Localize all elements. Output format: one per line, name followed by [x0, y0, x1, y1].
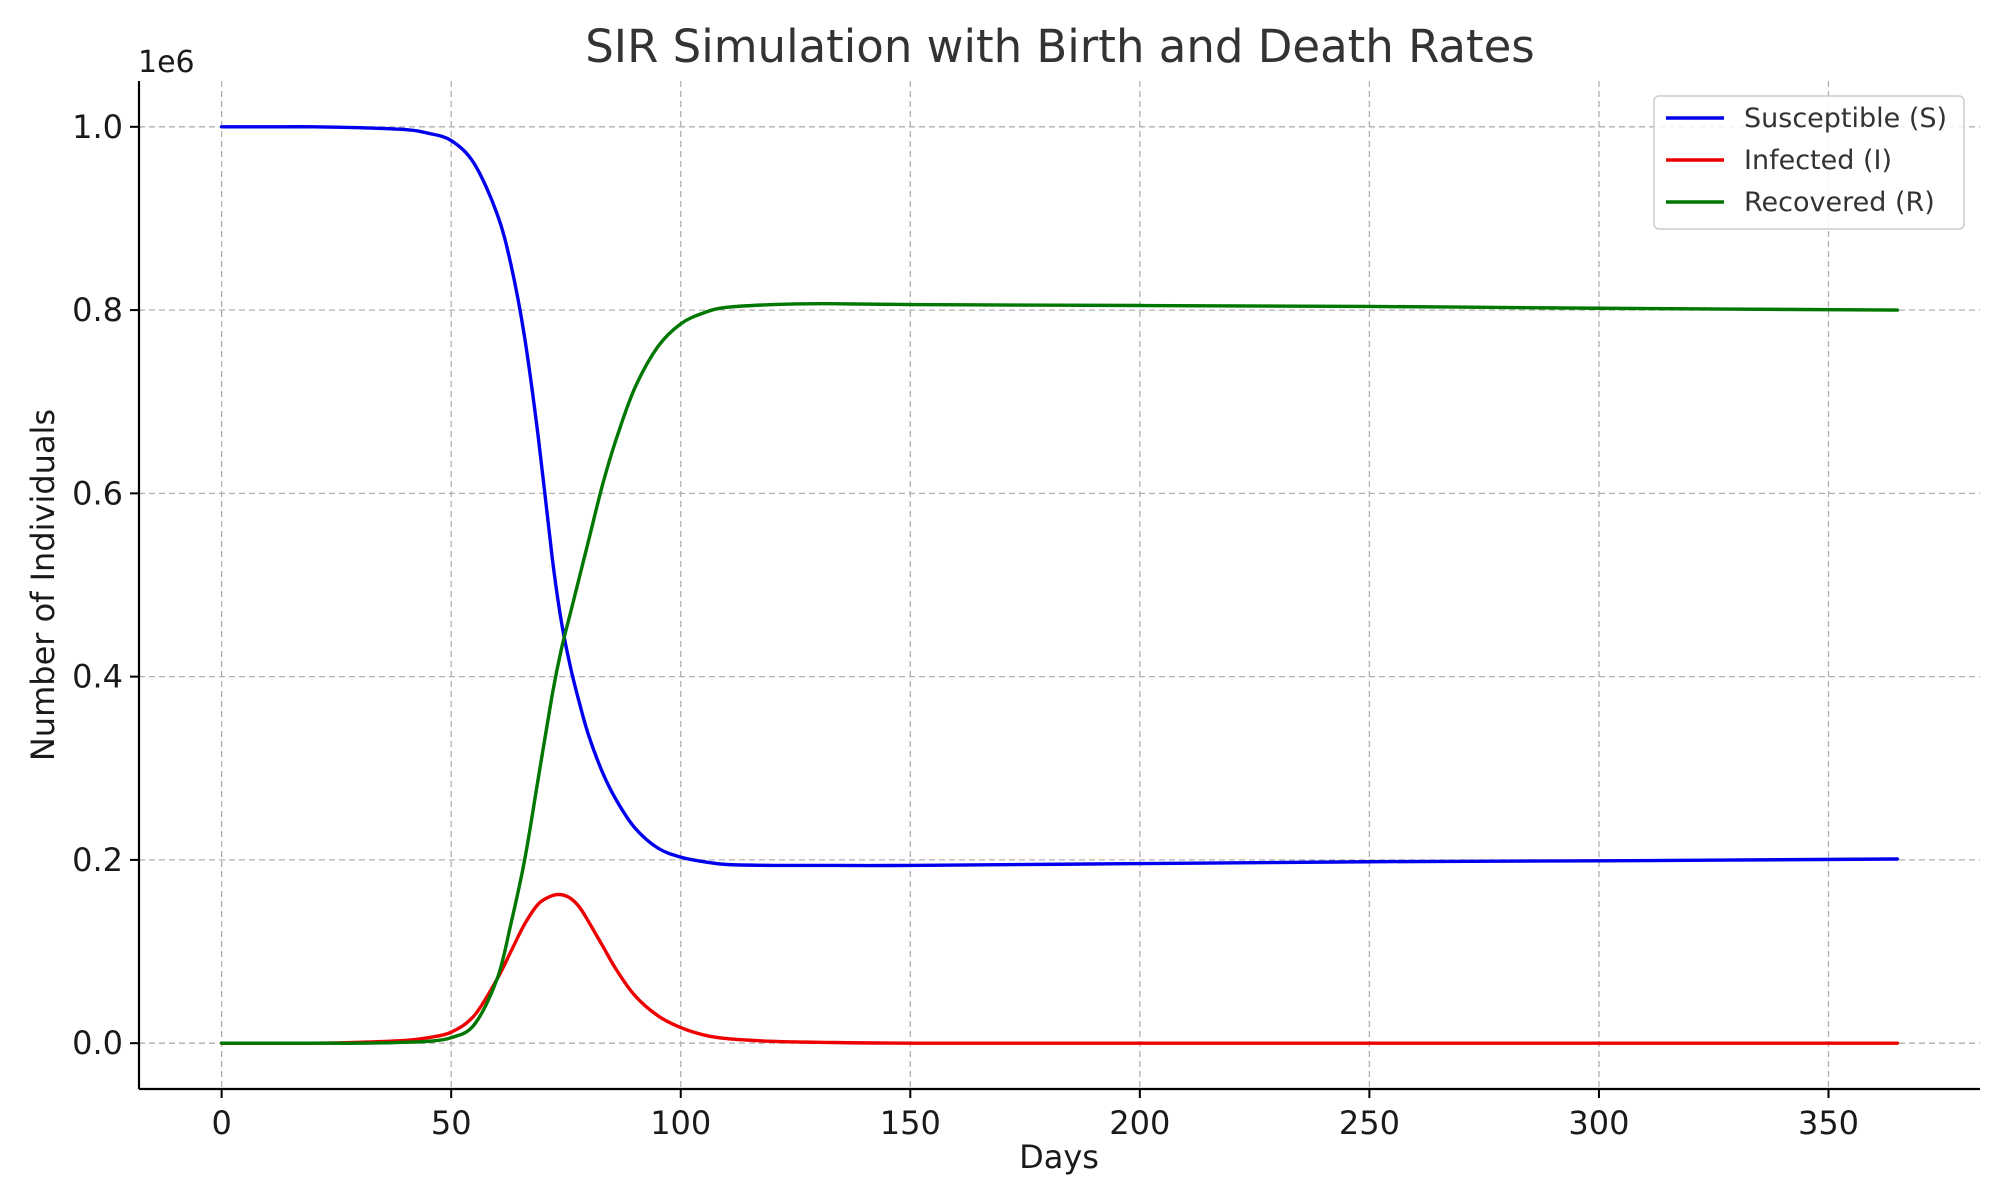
y-offset-label: 1e6	[138, 45, 195, 80]
y-axis-label: Number of Individuals	[24, 409, 62, 761]
y-tick-label: 0.2	[72, 841, 123, 879]
y-tick-label: 0.4	[72, 658, 123, 696]
series-line-infected-i	[219, 892, 1900, 1045]
x-tick-label: 350	[1798, 1104, 1859, 1142]
y-tick-label: 0.8	[72, 291, 123, 329]
x-tick-label: 0	[211, 1104, 231, 1142]
y-tick-label: 0.0	[72, 1024, 123, 1062]
legend-items: Susceptible (S) Infected (I) Recovered (R)	[1666, 103, 1947, 218]
tick-layer: 0 50 100 150 200 250 300 350 0.0 0.2 0.4 0.6 0.8 1.0	[72, 108, 1859, 1142]
grid-layer	[139, 81, 1980, 1089]
x-tick-label: 50	[431, 1104, 472, 1142]
x-tick-label: 150	[880, 1104, 941, 1142]
series-line-susceptible-s	[219, 125, 1900, 868]
legend-label-susceptible-s: Susceptible (S)	[1744, 103, 1947, 134]
legend-label-infected-i: Infected (I)	[1744, 145, 1892, 176]
y-tick-label: 0.6	[72, 474, 123, 512]
x-tick-label: 200	[1109, 1104, 1170, 1142]
y-tick-label: 1.0	[72, 108, 123, 146]
series-layer	[219, 125, 1900, 1045]
x-tick-label: 100	[650, 1104, 711, 1142]
series-line-recovered-r	[219, 301, 1900, 1045]
x-tick-label: 300	[1568, 1104, 1629, 1142]
chart-title: SIR Simulation with Birth and Death Rate…	[585, 20, 1535, 73]
legend-label-recovered-r: Recovered (R)	[1744, 187, 1935, 218]
legend-frame	[1653, 95, 1965, 230]
legend: Susceptible (S) Infected (I) Recovered (R)	[1653, 95, 1965, 230]
x-tick-label: 250	[1339, 1104, 1400, 1142]
x-axis-label: Days	[1019, 1138, 1099, 1176]
